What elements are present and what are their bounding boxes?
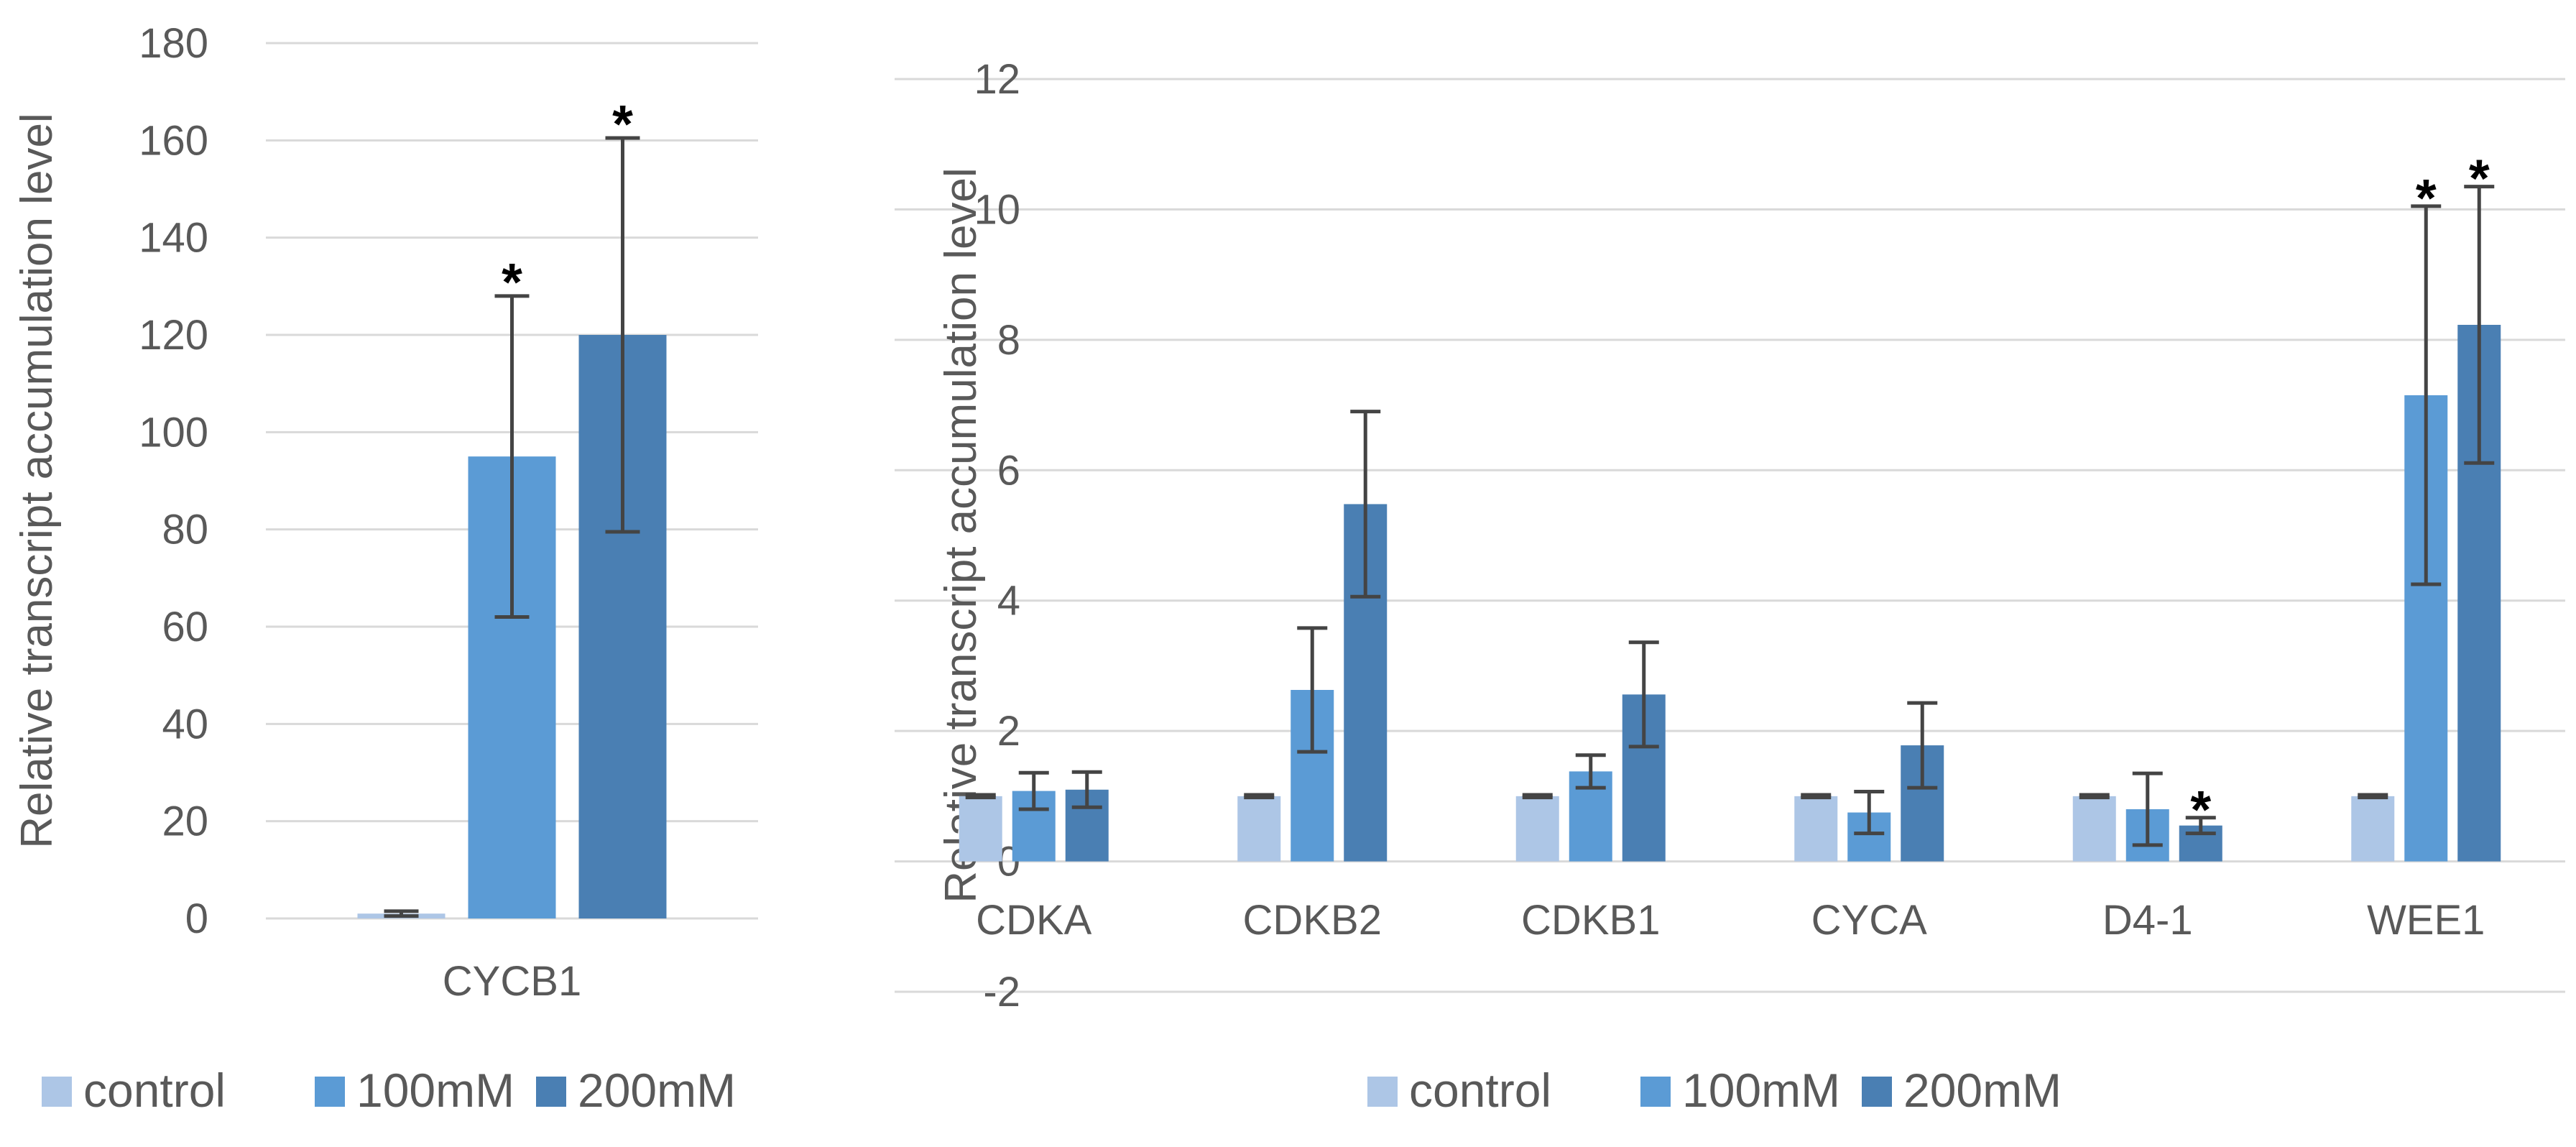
error-bar-cdkb2-100mm	[1297, 626, 1328, 754]
x-category-label-cdka: CDKA	[976, 897, 1091, 944]
y-tick-label: 120	[139, 312, 208, 359]
error-bar-cdkb1-200mm	[1628, 640, 1659, 749]
error-bar-d4-1-100mm	[2132, 771, 2163, 847]
y-tick-label: 4	[997, 578, 1020, 625]
error-bar-cycb1-200mm	[605, 136, 640, 534]
error-bar-wee1-200mm	[2464, 185, 2495, 465]
y-tick-label: -2	[983, 969, 1020, 1015]
error-bar-cdkb1-control	[1522, 793, 1553, 800]
error-bar-wee1-control	[2358, 793, 2388, 800]
error-bar-cdka-100mm	[1018, 770, 1049, 811]
error-bar-cyca-control	[1801, 793, 1832, 800]
legend: control 100mM 200mM	[1367, 1064, 2062, 1117]
legend-swatch-200mm	[536, 1077, 566, 1107]
legend-label-control: control	[83, 1064, 226, 1117]
y-axis-label: Relative transcript accumulation level	[936, 167, 986, 903]
error-bar-cdkb2-200mm	[1350, 410, 1381, 599]
error-bar-cdka-control	[965, 793, 996, 800]
error-bar-cycb1-100mm	[494, 294, 530, 619]
y-tick-label: 8	[997, 317, 1020, 364]
legend-swatch-control	[1367, 1077, 1398, 1107]
x-category-label-wee1: WEE1	[2367, 897, 2485, 944]
y-tick-label: 80	[162, 507, 208, 553]
y-tick-label: 2	[997, 708, 1020, 755]
legend-swatch-200mm	[1862, 1077, 1892, 1107]
x-category-label-cdkb1: CDKB1	[1521, 897, 1660, 944]
legend-swatch-100mm	[1640, 1077, 1671, 1107]
legend-label-100mm: 100mM	[356, 1064, 514, 1117]
error-bar-d4-1-control	[2079, 793, 2110, 800]
significance-marker: *	[2190, 780, 2211, 839]
y-tick-label: 60	[162, 604, 208, 650]
error-bar-cyca-200mm	[1907, 701, 1938, 790]
y-tick-label: 100	[139, 409, 208, 456]
legend-label-control: control	[1409, 1064, 1551, 1117]
bar-cdka-control	[959, 796, 1002, 862]
legend: control 100mM 200mM	[42, 1064, 736, 1117]
error-bar-wee1-100mm	[2411, 204, 2442, 586]
legend-label-100mm: 100mM	[1682, 1064, 1840, 1117]
y-tick-label: 12	[974, 56, 1020, 103]
error-bar-cycb1-control	[384, 909, 419, 918]
significance-marker: *	[612, 94, 633, 154]
y-tick-label: 160	[139, 117, 208, 164]
legend-swatch-100mm	[315, 1077, 345, 1107]
error-bar-cdka-200mm	[1071, 770, 1102, 809]
y-tick-label: 180	[139, 20, 208, 67]
legend-label-200mm: 200mM	[578, 1064, 736, 1117]
legend-label-200mm: 200mM	[1903, 1064, 2062, 1117]
bar-cdkb2-control	[1237, 796, 1281, 862]
error-bar-cyca-100mm	[1854, 790, 1885, 836]
significance-marker: *	[502, 252, 522, 312]
x-category-label-cdkb2: CDKB2	[1243, 897, 1382, 944]
error-bar-d4-1-200mm	[2185, 816, 2216, 836]
error-bar-cdkb2-control	[1244, 793, 1275, 800]
bar-d4-1-control	[2072, 796, 2116, 862]
bar-wee1-control	[2351, 796, 2395, 862]
significance-marker: *	[2416, 168, 2437, 228]
chart-cycb1: 0 20 40 60 80 100 120 140 160 180 Relative transcr…	[12, 20, 758, 1117]
x-category-label-cycb1: CYCB1	[443, 958, 581, 1005]
y-tick-label: 0	[185, 895, 208, 942]
y-axis-label: Relative transcript accumulation level	[12, 113, 62, 848]
y-tick-label: 6	[997, 447, 1020, 494]
y-tick-label: 20	[162, 798, 208, 845]
bar-cyca-control	[1794, 796, 1838, 862]
bar-cdkb1-control	[1515, 796, 1559, 862]
x-category-label-d4-1: D4-1	[2102, 897, 2193, 944]
y-tick-label: 40	[162, 701, 208, 747]
y-tick-label: 140	[139, 215, 208, 262]
legend-swatch-control	[42, 1077, 72, 1107]
significance-marker: *	[2469, 149, 2490, 208]
error-bar-cdkb1-100mm	[1575, 753, 1606, 790]
y-tick-label: 10	[974, 186, 1020, 233]
x-category-label-cyca: CYCA	[1811, 897, 1927, 944]
